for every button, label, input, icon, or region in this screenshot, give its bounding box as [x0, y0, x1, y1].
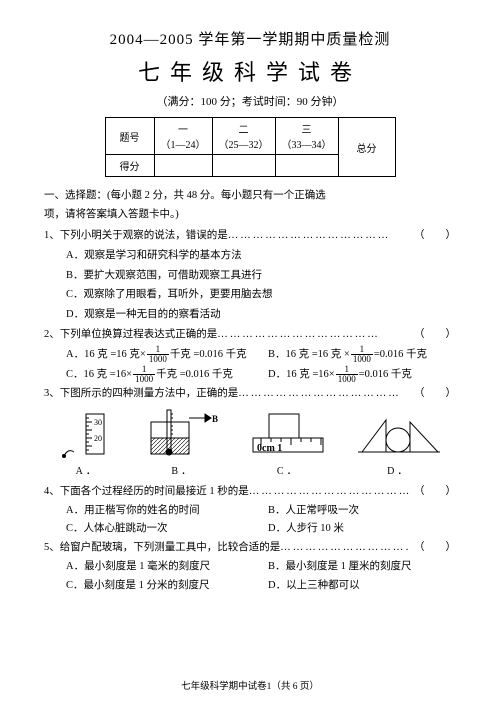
q5-opt-d: D．以上三种都可以: [268, 577, 456, 596]
q2-row2: C．16 克 =16×11000千克 =0.016 千克 D．16 克 =16×…: [44, 365, 456, 385]
q1-opt-a: A．观察是学习和研究科学的基本方法: [66, 247, 456, 266]
thermometer-icon: 30 20: [58, 408, 116, 460]
q4-opt-a: A．用正楷写你的姓名的时间: [66, 502, 254, 521]
q3-fig-d: D．: [356, 408, 442, 481]
header-line1: 2004—2005 学年第一学期期中质量检测: [44, 28, 456, 49]
score-col-2: 二（25—32）: [212, 118, 275, 155]
q1-stem: 1、下列小明关于观察的说法，错误的是 ………………………………… （ ）: [44, 227, 456, 246]
score-row2-label: 得分: [105, 155, 154, 177]
body: 一、选择题：(每小题 2 分，共 48 分。每小题只有一个正确选 项，请将答案填…: [44, 187, 456, 596]
score-col-1: 一（1—24）: [154, 118, 212, 155]
q2-opt-d: D．16 克 =16×11000=0.016 千克: [268, 365, 456, 385]
score-blank-2: [212, 155, 275, 177]
score-table: 题号 一（1—24） 二（25—32） 三（33—34） 总分 得分: [105, 117, 396, 177]
q2-stem: 2、下列单位换算过程表达式正确的是 ………………………………… （ ）: [44, 326, 456, 345]
page-footer: 七年级科学期中试卷1（共 6 页）: [0, 678, 500, 692]
q1-opt-d: D．观察是一种无目的的察看活动: [66, 306, 456, 325]
q2-opt-c: C．16 克 =16×11000千克 =0.016 千克: [66, 365, 254, 385]
q3-fig-c: 0cm 1 C．: [249, 408, 327, 481]
q4-opt-d: D．人步行 10 米: [268, 520, 456, 539]
score-row1-label: 题号: [105, 118, 154, 155]
ruler-block-icon: 0cm 1: [249, 408, 327, 460]
svg-text:30: 30: [94, 418, 102, 427]
svg-text:B: B: [212, 414, 218, 424]
q5-opt-c: C．最小刻度是 1 分米的刻度尺: [66, 577, 254, 596]
q2-row1: A．16 克 =16 克×11000千克 =0.016 千克 B．16 克 =1…: [44, 345, 456, 365]
beaker-icon: B: [145, 408, 221, 460]
page-title: 七年级科学试卷: [44, 55, 456, 87]
q3-figures: 30 20 A．: [44, 408, 456, 481]
exam-page: 2004—2005 学年第一学期期中质量检测 七年级科学试卷 （满分：100 分…: [0, 0, 500, 706]
triangles-circle-icon: [356, 408, 442, 460]
score-total-label: 总分: [338, 118, 395, 177]
q4-row2: C．人体心脏跳动一次 D．人步行 10 米: [44, 520, 456, 539]
q1-opt-b: B．要扩大观察范围，可借助观察工具进行: [66, 267, 456, 286]
score-col-3: 三（33—34）: [275, 118, 338, 155]
q3-stem: 3、下图所示的四种测量方法中，正确的是 ………………………………… （ ）: [44, 385, 456, 404]
q4-opt-b: B．人正常呼吸一次: [268, 502, 456, 521]
score-blank-1: [154, 155, 212, 177]
q5-opt-b: B．最小刻度是 1 厘米的刻度尺: [268, 558, 456, 577]
q1-options: A．观察是学习和研究科学的基本方法 B．要扩大观察范围，可借助观察工具进行 C．…: [44, 247, 456, 326]
q4-stem: 4、下面各个过程经历的时间最接近 1 秒的是 ………………………………… （ ）: [44, 483, 456, 502]
score-blank-3: [275, 155, 338, 177]
q5-row1: A．最小刻度是 1 毫米的刻度尺 B．最小刻度是 1 厘米的刻度尺: [44, 558, 456, 577]
q2-opt-b: B．16 克 =16 克 ×11000=0.016 千克: [268, 345, 456, 365]
q2-opt-a: A．16 克 =16 克×11000千克 =0.016 千克: [66, 345, 254, 365]
q3-fig-b: B B．: [145, 408, 221, 481]
q4-opt-c: C．人体心脏跳动一次: [66, 520, 254, 539]
header-subtitle: （满分：100 分；考试时间：90 分钟）: [44, 93, 456, 109]
q1-opt-c: C．观察除了用眼看，耳听外，更要用脑去想: [66, 286, 456, 305]
q5-row2: C．最小刻度是 1 分米的刻度尺 D．以上三种都可以: [44, 577, 456, 596]
svg-text:20: 20: [94, 434, 102, 443]
q4-row1: A．用正楷写你的姓名的时间 B．人正常呼吸一次: [44, 502, 456, 521]
svg-text:0cm 1: 0cm 1: [257, 443, 282, 454]
q5-stem: 5、给窗户配玻璃，下列测量工具中，比较合适的是 ………………………………… （ …: [44, 539, 456, 558]
section-1-head: 一、选择题：(每小题 2 分，共 48 分。每小题只有一个正确选 项，请将答案填…: [44, 187, 456, 225]
q3-fig-a: 30 20 A．: [58, 408, 116, 481]
q5-opt-a: A．最小刻度是 1 毫米的刻度尺: [66, 558, 254, 577]
